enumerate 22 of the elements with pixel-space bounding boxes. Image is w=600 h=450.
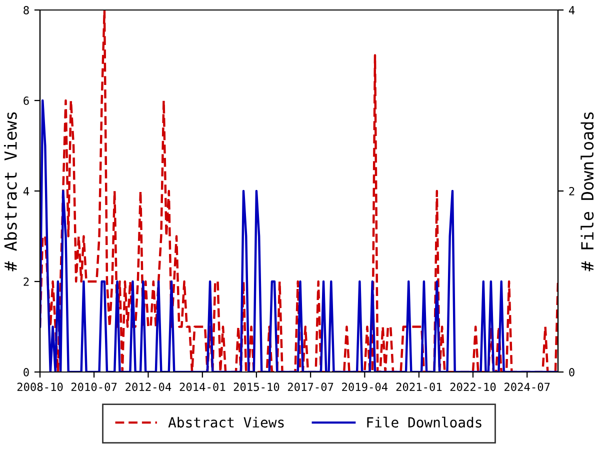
x-tick-label: 2008-10 [17, 382, 63, 392]
y2-tick-label: 4 [568, 6, 575, 14]
x-tick-label: 2010-07 [71, 382, 117, 392]
y-tick-label: 4 [23, 187, 30, 196]
x-tick-label: 2017-07 [288, 382, 334, 392]
legend-label: Abstract Views [168, 416, 284, 428]
y-tick-label: 2 [24, 278, 29, 286]
x-tick-label: 2015-10 [234, 382, 280, 392]
y2-tick-label: 0 [569, 368, 574, 376]
y2-axis-title: # File Downloads [580, 112, 594, 272]
x-tick-label: 2012-04 [126, 382, 172, 392]
y-axis-title: # Abstract Views [4, 112, 17, 272]
x-tick-label: 2022-10 [450, 382, 496, 392]
y-tick-label: 6 [24, 96, 29, 105]
x-tick-label: 2014-01 [180, 382, 226, 392]
x-tick-label: 2019-04 [342, 382, 388, 392]
y-tick-label: 8 [24, 6, 29, 14]
x-tick-label: 2024-07 [504, 382, 550, 392]
y2-tick-label: 2 [569, 187, 574, 196]
x-tick-label: 2021-01 [396, 382, 442, 392]
legend-label: File Downloads [367, 416, 482, 428]
y-tick-label: 0 [24, 368, 29, 376]
